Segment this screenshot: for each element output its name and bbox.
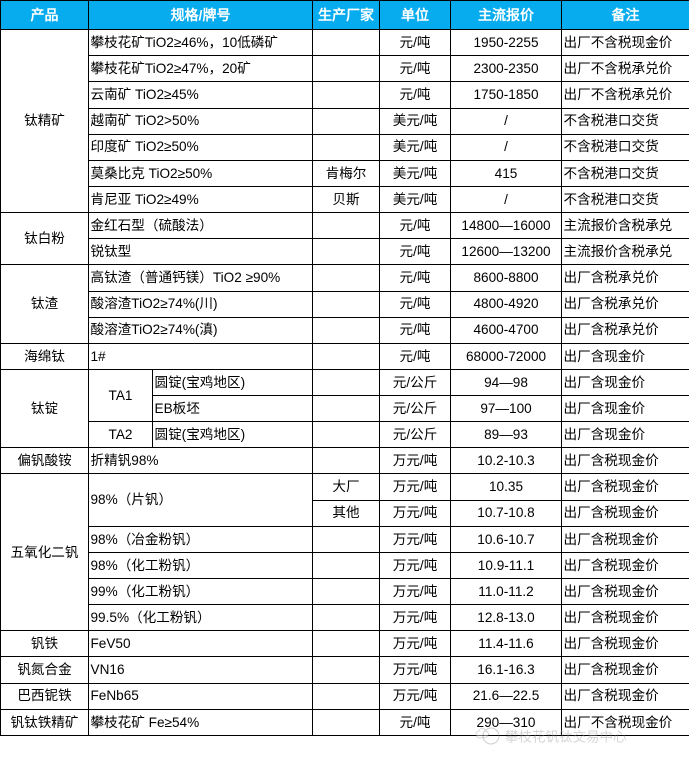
svg-text:攀枝花钒钛交易中心: 攀枝花钒钛交易中心 <box>505 729 627 745</box>
